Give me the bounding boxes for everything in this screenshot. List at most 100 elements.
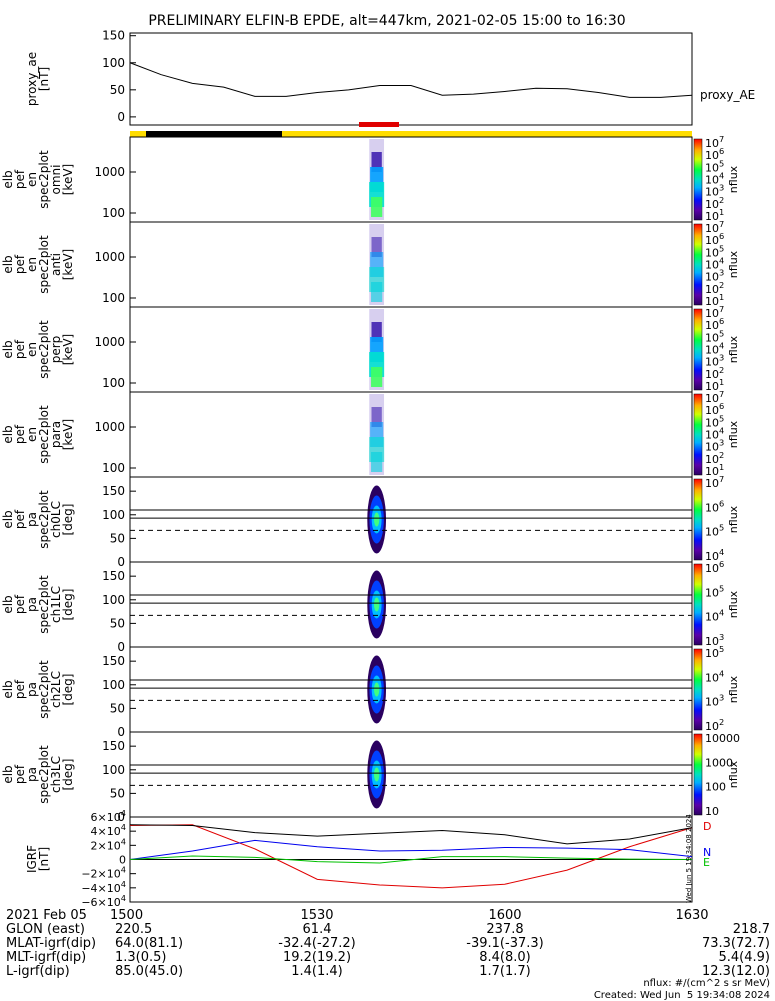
colorbar-tick-label: 100 — [705, 781, 726, 794]
y-tick-label: 100 — [102, 461, 125, 475]
colorbar — [693, 648, 703, 731]
panel-ylabel: elb — [1, 510, 15, 528]
colorbar-tick-label: 101 — [705, 462, 724, 478]
y-tick-label: 100 — [102, 376, 125, 390]
colorbar-tick-label: 102 — [705, 280, 724, 296]
footer-value: -39.1(-37.3) — [466, 936, 544, 951]
y-tick-label: 150 — [102, 569, 125, 583]
y-tick-label: 150 — [102, 739, 125, 753]
footer-row-label: L-igrf(dip) — [6, 964, 70, 979]
footer-row-label: MLT-igrf(dip) — [6, 950, 87, 965]
colorbar-tick-label: 104 — [705, 171, 724, 187]
colorbar-tick-label: 103 — [705, 183, 724, 199]
y-tick-label: 150 — [102, 484, 125, 498]
y-tick-label: 150 — [102, 654, 125, 668]
igrf-legend-E: E — [703, 856, 710, 869]
status-bar-science — [130, 131, 692, 137]
colorbar — [693, 223, 703, 306]
panel-ylabel: pef — [13, 509, 27, 529]
panel-ylabel: [deg] — [61, 589, 75, 621]
y-tick-label: 0 — [117, 810, 125, 824]
y-tick-label: 100 — [102, 508, 125, 522]
y-tick-label: 0 — [117, 640, 125, 654]
y-tick-label: 50 — [110, 83, 125, 97]
colorbar-tick-label: 104 — [705, 256, 724, 272]
panel-ylabel: anti — [49, 253, 63, 276]
footer-row-label: 2021 Feb 05 — [6, 908, 87, 923]
igrf-line-E — [129, 855, 693, 864]
panel-ylabel: [keV] — [61, 334, 75, 365]
footer-units: nflux: #/(cm^2 s sr MeV) — [643, 978, 770, 989]
panel-frame-ch0LC — [129, 476, 693, 563]
panel-ylabel: pa — [25, 767, 39, 782]
panel-ylabel: ch3LC — [49, 756, 63, 793]
colorbar-tick-label: 107 — [705, 474, 724, 490]
side-timestamp: Wed Jun 5 19:34:08 2024 — [685, 814, 693, 903]
panel-ylabel: ch0LC — [49, 501, 63, 538]
footer-row-label: GLON (east) — [6, 922, 85, 937]
spectrogram-cell — [371, 197, 383, 217]
footer-time: 1630 — [675, 908, 709, 923]
panel-ylabel: pef — [13, 254, 27, 274]
colorbar-tick-label: 106 — [705, 316, 724, 332]
panel-ylabel: spec2plot — [37, 235, 51, 294]
colorbar-tick-label: 105 — [705, 158, 724, 174]
panel-frame-para — [129, 391, 693, 478]
status-bar-red — [359, 122, 399, 127]
y-tick-label: 50 — [110, 786, 125, 800]
colorbar-tick-label: 106 — [705, 559, 724, 575]
y-tick-label: 100 — [102, 593, 125, 607]
colorbar-tick-label: 102 — [705, 717, 724, 733]
spectrogram-cell — [371, 407, 382, 427]
colorbar-tick-label: 106 — [705, 231, 724, 247]
igrf-line-N — [129, 839, 693, 860]
panel-ylabel: elb — [1, 680, 15, 698]
igrf-legend-N: N — [703, 846, 711, 859]
y-tick-label: −6×104 — [81, 893, 126, 909]
panel-frame-ch3LC — [129, 731, 693, 818]
colorbar-tick-label: 102 — [705, 365, 724, 381]
colorbar — [693, 733, 703, 816]
colorbar-tick-label: 1000 — [705, 756, 733, 769]
y-tick-label: 100 — [102, 763, 125, 777]
y-tick-label: −2×104 — [81, 865, 126, 881]
footer-value: -32.4(-27.2) — [278, 936, 356, 951]
spectrogram-cell — [373, 512, 380, 527]
colorbar-tick-label: 106 — [705, 146, 724, 162]
panel-ylabel: spec2plot — [37, 490, 51, 549]
spectrogram-cell — [371, 322, 382, 342]
panel-ylabel: [keV] — [61, 419, 75, 450]
colorbar-tick-label: 105 — [705, 413, 724, 429]
igrf-line-total — [129, 824, 693, 845]
footer-value: 73.3(72.7) — [701, 936, 770, 951]
footer-value: 19.2(19.2) — [282, 950, 352, 965]
panel-ylabel: pa — [25, 512, 39, 527]
colorbar-label: nflux — [727, 675, 740, 703]
y-tick-label: 100 — [102, 678, 125, 692]
panel-ylabel: elb — [1, 595, 15, 613]
footer-time: 1500 — [110, 908, 144, 923]
footer-created: Created: Wed Jun 5 19:34:08 2024 — [593, 990, 770, 1001]
footer-value: 64.0(81.1) — [115, 936, 184, 951]
colorbar-label: nflux — [727, 420, 740, 448]
panel-ylabel: perp — [49, 336, 63, 364]
colorbar-tick-label: 107 — [705, 389, 724, 405]
y-tick-label: 100 — [102, 206, 125, 220]
panel-ylabel: [deg] — [61, 674, 75, 706]
colorbar-tick-label: 105 — [705, 583, 724, 599]
panel-ylabel: elb — [1, 170, 15, 188]
panel-ylabel: en — [25, 427, 39, 442]
footer-value: 5.4(4.9) — [718, 950, 771, 965]
footer-value: 85.0(45.0) — [115, 964, 184, 979]
panel-ylabel: [nT] — [37, 847, 51, 871]
colorbar-tick-label: 107 — [705, 304, 724, 320]
igrf-legend-D: D — [703, 820, 711, 833]
colorbar-tick-label: 102 — [705, 450, 724, 466]
colorbar-tick-label: 105 — [705, 328, 724, 344]
panel-frame-omni — [129, 136, 693, 223]
colorbar-tick-label: 104 — [705, 668, 724, 684]
y-tick-label: 4×104 — [91, 822, 126, 838]
colorbar-tick-label: 104 — [705, 341, 724, 357]
panel-ylabel: spec2plot — [37, 405, 51, 464]
colorbar — [693, 393, 703, 476]
